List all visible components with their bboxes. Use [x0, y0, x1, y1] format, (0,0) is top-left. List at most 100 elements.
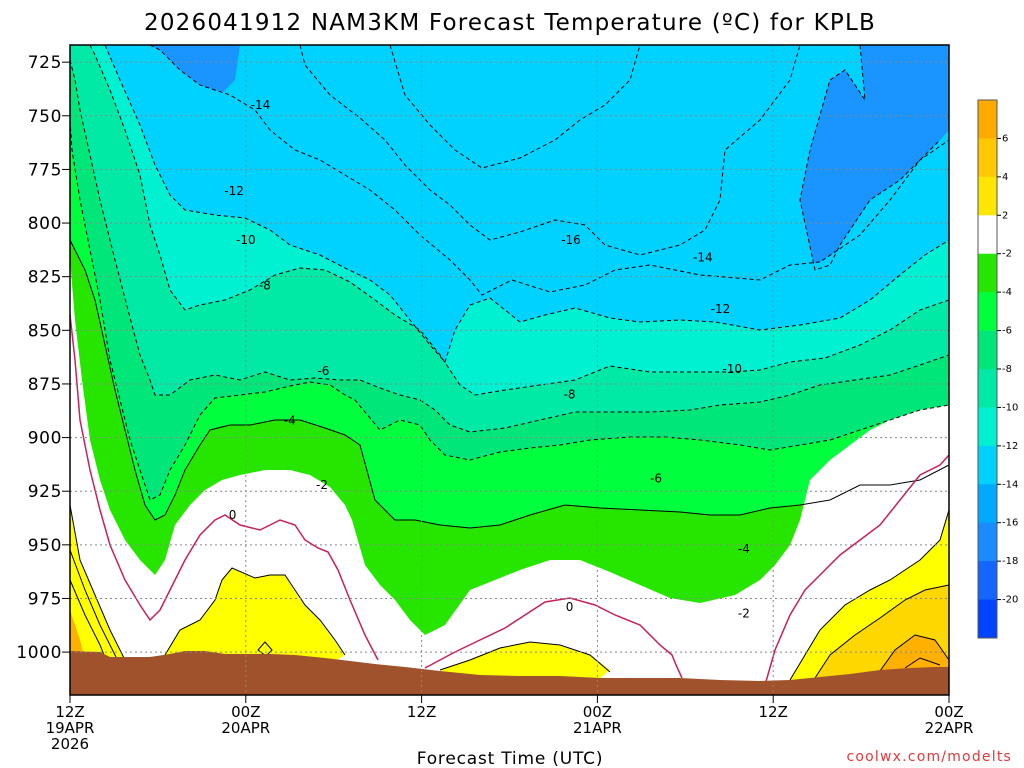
x-tick-label: 2026 — [51, 735, 89, 753]
contour-line — [69, 239, 950, 529]
y-tick-label: 750 — [28, 107, 62, 127]
colorbar-tick-label: -2 — [1002, 249, 1012, 260]
contour-label: 0 — [566, 600, 574, 614]
contour-label: -14 — [251, 98, 271, 112]
contour-label: -10 — [236, 233, 256, 247]
colorbar: 6 4 2 -2 -4 -6 -8 -10 -12 -14 -16 -18 -20 — [977, 99, 1018, 639]
colorbar-tick-label: 6 — [1002, 133, 1008, 144]
contour-line — [874, 634, 950, 679]
colorbar-swatch — [978, 484, 997, 524]
colorbar-swatch — [978, 292, 997, 332]
contour-line — [814, 584, 950, 679]
colorbar-swatch — [978, 369, 997, 408]
y-tick-label: 1000 — [16, 643, 62, 663]
y-tick-label: 800 — [28, 214, 62, 234]
credit-link[interactable]: coolwx.com/modelts — [847, 749, 1013, 765]
colorbar-swatch — [978, 100, 997, 139]
contour-line — [799, 44, 941, 271]
freezing-line — [69, 314, 379, 661]
colorbar-tick-label: -18 — [1002, 556, 1018, 567]
colorbar-tick-label: -10 — [1002, 402, 1018, 413]
contour-label: -2 — [738, 606, 750, 620]
x-tick-label: 00Z — [231, 703, 260, 721]
contour-label: 0 — [229, 508, 237, 522]
x-tick-label: 20APR — [221, 719, 270, 737]
colorbar-swatch — [978, 599, 997, 639]
y-tick-label: 825 — [28, 268, 62, 288]
colorbar-swatch — [978, 561, 997, 601]
contour-line — [104, 44, 950, 363]
y-tick-label: 875 — [28, 375, 62, 395]
contour-label: -12 — [224, 184, 244, 198]
x-tick-label: 21APR — [573, 719, 622, 737]
plot-frame — [69, 44, 950, 696]
gridlines — [70, 45, 949, 695]
contour-labels: -14 -12 -10 -8 -6 -4 -2 0 -16 -14 -12 -10 -8 -6 -4 -2 0 — [224, 98, 750, 620]
y-axis: 725 750 775 800 825 850 875 900 925 950 975 1000 — [16, 53, 70, 663]
colorbar-tick-label: -16 — [1002, 518, 1018, 529]
colorbar-tick-label: -8 — [1002, 364, 1012, 375]
y-tick-label: 925 — [28, 482, 62, 502]
terrain-below-ground — [70, 651, 949, 695]
contour-line — [69, 119, 950, 501]
contour-line — [89, 44, 950, 396]
x-tick-label: 12Z — [759, 703, 788, 721]
contour-line — [789, 509, 950, 681]
y-tick-label: 950 — [28, 536, 62, 556]
contour-line — [69, 59, 950, 433]
y-tick-label: 775 — [28, 160, 62, 180]
y-tick-label: 725 — [28, 53, 62, 73]
contour-label: -6 — [650, 471, 662, 485]
x-tick-label: 22APR — [925, 719, 974, 737]
y-tick-label: 900 — [28, 429, 62, 449]
colorbar-tick-label: -6 — [1002, 326, 1012, 337]
colorbar-swatch — [978, 215, 997, 255]
colorbar-tick-label: -20 — [1002, 595, 1018, 606]
colorbar-swatch — [978, 330, 997, 370]
colorbar-swatch — [978, 138, 997, 178]
colorbar-swatch — [978, 253, 997, 293]
x-axis-label: Forecast Time (UTC) — [417, 749, 604, 768]
contour-label: -14 — [693, 250, 713, 264]
contour-lines-dashed — [69, 44, 950, 501]
contour-line — [904, 657, 941, 669]
contour-label: -2 — [316, 478, 328, 492]
colorbar-swatch — [978, 445, 997, 485]
contour-line — [164, 567, 346, 656]
contour-label: -4 — [284, 413, 296, 427]
colorbar-tick-label: -4 — [1002, 287, 1012, 298]
contour-lines-freezing — [69, 314, 950, 686]
colorbar-tick-label: -12 — [1002, 441, 1018, 452]
plot-area — [69, 44, 950, 696]
contour-band-plus6-left — [70, 610, 85, 660]
x-tick-label: 12Z — [407, 703, 436, 721]
colorbar-swatch — [978, 522, 997, 562]
y-tick-label: 975 — [28, 589, 62, 609]
contour-line — [149, 44, 950, 296]
contour-band-plus2-mid — [165, 568, 345, 665]
contour-label: -6 — [317, 364, 329, 378]
y-tick-label: 850 — [28, 321, 62, 341]
x-tick-label: 19APR — [46, 719, 95, 737]
x-tick-label: 00Z — [934, 703, 963, 721]
contour-line — [299, 44, 801, 256]
contour-line — [439, 641, 611, 673]
freezing-line — [764, 454, 950, 686]
x-tick-label: 12Z — [55, 703, 84, 721]
contour-label: -8 — [564, 388, 576, 402]
colorbar-tick-label: 2 — [1002, 210, 1008, 221]
contour-label: -4 — [738, 542, 750, 556]
contour-band-plus2-center — [440, 642, 610, 678]
chart-title: 2026041912 NAM3KM Forecast Temperature (… — [144, 10, 876, 36]
colorbar-tick-label: 4 — [1002, 172, 1008, 183]
contour-label: -8 — [259, 278, 271, 292]
contour-label: -16 — [561, 233, 581, 247]
freezing-line — [424, 597, 683, 679]
x-tick-label: 00Z — [583, 703, 612, 721]
colorbar-swatch — [978, 407, 997, 447]
colorbar-swatch — [978, 176, 997, 216]
contour-label: -10 — [722, 362, 742, 376]
colorbar-tick-label: -14 — [1002, 479, 1018, 490]
